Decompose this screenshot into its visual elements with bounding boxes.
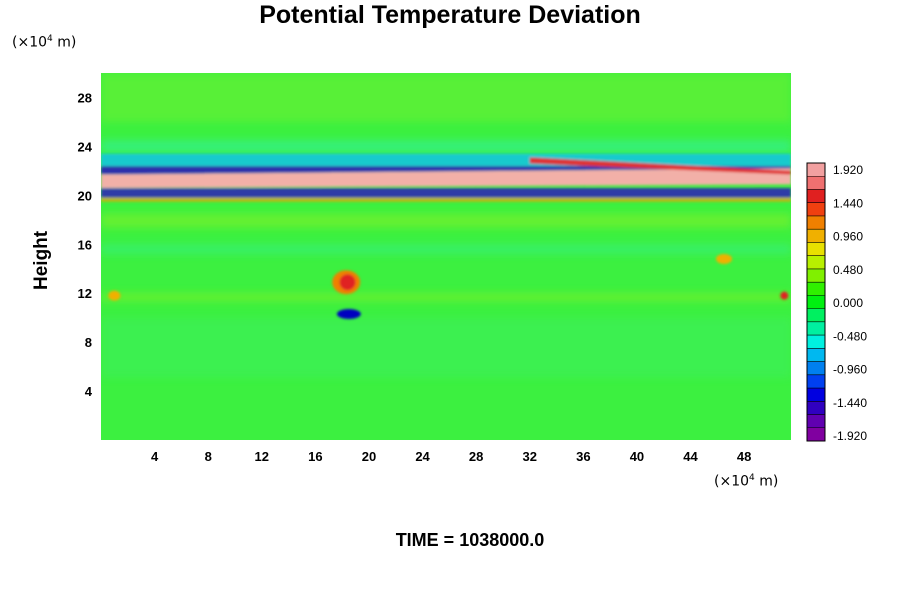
y-axis-ticks: 4 8 12 16 20 24 28 <box>78 90 93 399</box>
colorbar-swatch <box>807 242 825 257</box>
x-tick-label: 24 <box>415 449 430 464</box>
y-tick-label: 20 <box>78 188 92 203</box>
x-tick-label: 20 <box>362 449 376 464</box>
x-tick-label: 28 <box>469 449 483 464</box>
colorbar-label: 0.960 <box>833 230 863 244</box>
colorbar-swatch <box>807 401 825 416</box>
x-tick-label: 36 <box>576 449 590 464</box>
x-tick-label: 8 <box>205 449 212 464</box>
y-axis-unit: (×104 m) <box>12 34 77 51</box>
colorbar-swatch <box>807 229 825 243</box>
colorbar-swatch <box>807 268 825 283</box>
colorbar-swatch <box>807 361 825 376</box>
colorbar-swatch <box>807 348 825 363</box>
colorbar-label: -0.480 <box>833 329 867 343</box>
x-tick-label: 12 <box>255 449 269 464</box>
colorbar-swatch <box>807 202 825 217</box>
colorbar-swatch <box>807 163 825 177</box>
colorbar-label: -1.920 <box>833 429 867 443</box>
field-background <box>101 73 791 440</box>
x-tick-label: 44 <box>683 449 698 464</box>
colorbar-label: 1.440 <box>833 196 863 210</box>
colorbar-swatch <box>807 374 825 389</box>
colorbar-swatch <box>807 255 825 270</box>
y-tick-label: 24 <box>78 139 93 154</box>
x-axis-unit: (×104 m) <box>714 473 779 490</box>
colorbar-label: -1.440 <box>833 396 867 410</box>
anomaly-features <box>108 253 789 319</box>
heatmap-field <box>101 73 791 440</box>
colorbar-swatch <box>807 176 825 190</box>
chart-title: Potential Temperature Deviation <box>259 1 641 29</box>
y-tick-label: 28 <box>78 90 92 105</box>
x-tick-label: 16 <box>308 449 322 464</box>
colorbar-swatch <box>807 335 825 349</box>
x-tick-label: 48 <box>737 449 751 464</box>
field-texture <box>101 73 791 378</box>
colorbar-swatch <box>807 321 825 336</box>
colorbar-swatch <box>807 427 825 442</box>
colorbar-swatch <box>807 189 825 204</box>
colorbar-swatch <box>807 215 825 230</box>
colorbar-label: 0.480 <box>833 263 863 277</box>
colorbar-swatch <box>807 388 825 402</box>
y-tick-label: 16 <box>78 237 92 252</box>
y-tick-label: 4 <box>85 384 93 399</box>
y-tick-label: 8 <box>85 335 92 350</box>
colorbar-label: -0.960 <box>833 363 867 377</box>
colorbar-swatch <box>807 282 825 296</box>
temperature-band <box>101 153 791 202</box>
colorbar-swatch <box>807 308 825 323</box>
colorbar-swatch <box>807 295 825 310</box>
colorbar: 1.920 1.440 0.960 0.480 0.000 -0.480 -0.960 -1.… <box>806 162 867 443</box>
colorbar-swatch <box>807 414 825 429</box>
x-tick-label: 32 <box>523 449 537 464</box>
x-axis-ticks: 4 8 12 16 20 24 28 32 36 40 44 48 <box>151 449 751 464</box>
x-tick-label: 40 <box>630 449 644 464</box>
x-tick-label: 4 <box>151 449 159 464</box>
y-tick-label: 12 <box>78 286 92 301</box>
colorbar-label: 0.000 <box>833 296 863 310</box>
time-label: TIME = 1038000.0 <box>395 530 545 550</box>
colorbar-label: 1.920 <box>833 163 863 177</box>
